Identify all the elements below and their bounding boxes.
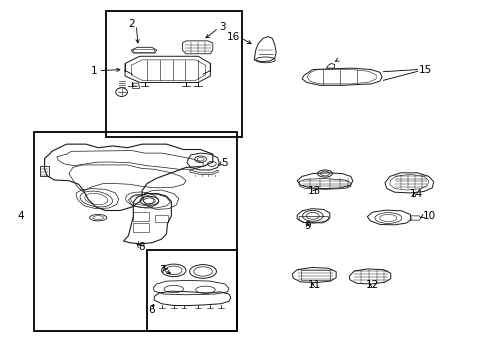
- Text: 3: 3: [218, 22, 225, 32]
- Bar: [133, 212, 149, 221]
- Text: 16: 16: [226, 32, 239, 41]
- Text: 8: 8: [138, 242, 144, 252]
- Text: 4: 4: [18, 211, 24, 221]
- Text: 5: 5: [221, 158, 227, 168]
- Bar: [133, 223, 149, 232]
- Text: 6: 6: [148, 305, 155, 315]
- Bar: [155, 215, 168, 222]
- Text: 7: 7: [159, 265, 165, 275]
- Text: 13: 13: [307, 186, 321, 197]
- Bar: [147, 250, 237, 330]
- Text: 15: 15: [418, 64, 431, 75]
- Text: 1: 1: [90, 66, 97, 76]
- Bar: [40, 166, 49, 176]
- Text: 11: 11: [307, 280, 321, 290]
- Bar: [34, 132, 237, 330]
- Text: 14: 14: [409, 189, 423, 199]
- Text: 10: 10: [422, 211, 435, 221]
- Bar: [300, 270, 329, 280]
- Text: 9: 9: [304, 221, 310, 231]
- Text: 12: 12: [365, 280, 378, 291]
- Text: 2: 2: [128, 19, 135, 29]
- Bar: [105, 12, 242, 137]
